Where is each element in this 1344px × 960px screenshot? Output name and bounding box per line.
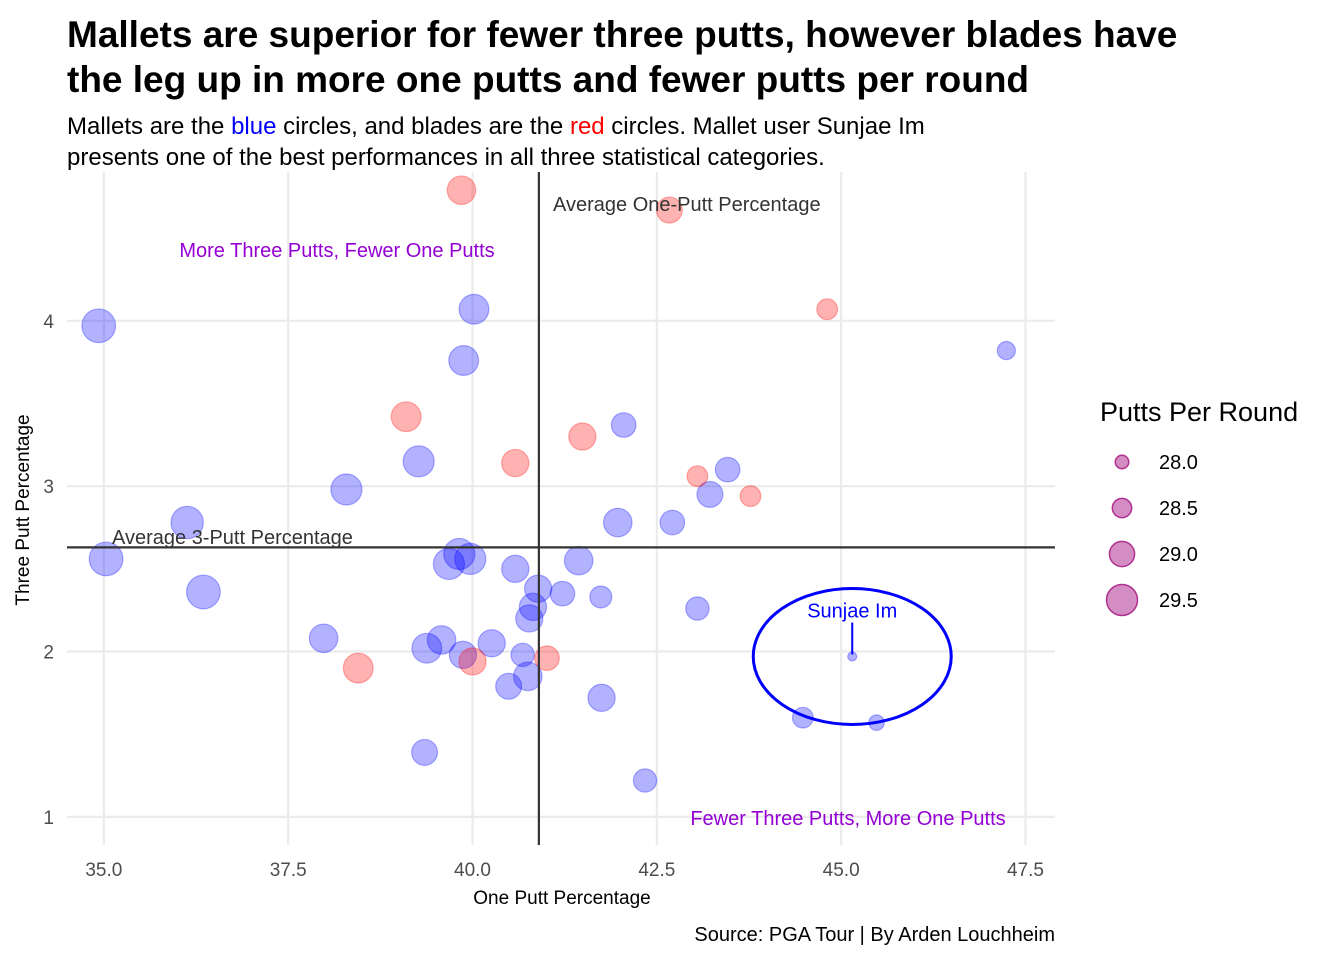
grid-lines bbox=[67, 172, 1055, 845]
x-tick-label-5: 47.5 bbox=[1007, 860, 1044, 881]
mallet-point-17 bbox=[495, 672, 523, 700]
mallet-point-14 bbox=[454, 542, 487, 576]
legend-title: Putts Per Round bbox=[1100, 397, 1298, 427]
quadrant-label-bottom-right: Fewer Three Putts, More One Putts bbox=[690, 808, 1005, 830]
legend-label-1: 28.5 bbox=[1159, 498, 1198, 520]
mallet-point-28 bbox=[602, 507, 633, 538]
legend-label-2: 29.0 bbox=[1159, 544, 1198, 566]
mallet-point-34 bbox=[714, 456, 741, 483]
subtitle-red-word: red bbox=[570, 113, 605, 140]
mallet-point-31 bbox=[659, 509, 686, 536]
mallet-point-27 bbox=[587, 683, 616, 713]
mallet-point-30 bbox=[632, 768, 658, 793]
chart-title-line-1: Mallets are superior for fewer three put… bbox=[67, 14, 1177, 55]
mallet-point-3 bbox=[185, 574, 221, 610]
legend-swatch-2 bbox=[1108, 540, 1136, 568]
mallet-point-5 bbox=[330, 473, 363, 506]
axis-ticks: 35.0 37.5 40.0 42.5 45.0 47.5 1 2 3 4 bbox=[43, 312, 1044, 881]
legend-entries: 28.0 28.5 29.0 29.5 bbox=[1105, 452, 1198, 617]
mallet-point-16 bbox=[477, 629, 506, 658]
reference-lines bbox=[67, 172, 1055, 845]
x-tick-label-4: 45.0 bbox=[823, 860, 860, 881]
x-tick-label-1: 37.5 bbox=[270, 860, 307, 881]
avg-three-putt-label: Average 3-Putt Percentage bbox=[112, 527, 353, 549]
blade-point-8 bbox=[686, 465, 709, 488]
mallet-point-11 bbox=[443, 537, 476, 571]
mallet-point-9 bbox=[426, 625, 457, 655]
subtitle-blue-word: blue bbox=[231, 113, 276, 140]
blade-point-3 bbox=[458, 647, 487, 676]
mallet-point-13 bbox=[448, 345, 480, 377]
mallet-point-0 bbox=[81, 308, 117, 344]
blade-point-4 bbox=[501, 448, 530, 478]
mallet-point-19 bbox=[510, 642, 535, 668]
x-tick-label-2: 40.0 bbox=[454, 860, 491, 881]
quadrant-label-top-left: More Three Putts, Fewer One Putts bbox=[179, 240, 494, 262]
highlight-ellipse bbox=[751, 586, 953, 726]
mallet-point-15 bbox=[458, 293, 490, 325]
mallet-point-26 bbox=[589, 585, 613, 609]
mallet-point-2 bbox=[170, 505, 204, 540]
blade-point-9 bbox=[739, 485, 762, 508]
mallet-point-8 bbox=[411, 632, 443, 664]
x-tick-label-3: 42.5 bbox=[638, 860, 675, 881]
chart-caption: Source: PGA Tour | By Arden Louchheim bbox=[694, 924, 1055, 946]
legend-label-3: 29.5 bbox=[1159, 590, 1198, 612]
subtitle-text-mid: circles, and blades are the bbox=[276, 113, 570, 140]
blade-point-5 bbox=[534, 645, 560, 672]
y-tick-label-3: 4 bbox=[43, 312, 54, 333]
blade-point-0 bbox=[342, 652, 374, 684]
mallet-point-33 bbox=[696, 480, 724, 508]
mallet-point-12 bbox=[448, 640, 478, 670]
legend-label-0: 28.0 bbox=[1159, 452, 1198, 474]
y-axis-title: Three Putt Percentage bbox=[13, 414, 34, 605]
y-tick-label-1: 2 bbox=[43, 643, 54, 664]
y-tick-label-2: 3 bbox=[43, 477, 54, 498]
highlight-label: Sunjae Im bbox=[807, 600, 897, 622]
blade-point-7 bbox=[655, 196, 683, 224]
mallet-point-1 bbox=[88, 541, 124, 577]
mallet-point-29 bbox=[610, 412, 637, 438]
chart-subtitle-line-2: presents one of the best performances in… bbox=[67, 144, 825, 171]
mallet-point-7 bbox=[411, 738, 439, 766]
mallet-point-21 bbox=[515, 604, 544, 633]
size-legend: Putts Per Round 28.0 28.5 29.0 29.5 bbox=[1100, 397, 1298, 617]
data-points bbox=[81, 175, 1016, 793]
mallet-point-6 bbox=[402, 445, 435, 478]
blade-point-10 bbox=[816, 298, 839, 321]
mallet-point-20 bbox=[512, 661, 543, 692]
y-tick-label-0: 1 bbox=[43, 808, 54, 829]
mallet-point-25 bbox=[563, 545, 594, 576]
legend-swatch-1 bbox=[1111, 497, 1133, 519]
x-tick-label-0: 35.0 bbox=[85, 860, 122, 881]
avg-one-putt-label: Average One-Putt Percentage bbox=[553, 194, 821, 216]
mallet-point-32 bbox=[685, 596, 710, 621]
highlight-annotation: Sunjae Im bbox=[751, 586, 953, 726]
chart-title-line-2: the leg up in more one putts and fewer p… bbox=[67, 59, 1029, 100]
x-axis-title: One Putt Percentage bbox=[473, 888, 650, 909]
blade-point-6 bbox=[568, 422, 597, 451]
mallet-point-38 bbox=[996, 340, 1016, 361]
subtitle-text-pre: Mallets are the bbox=[67, 113, 231, 140]
chart-subtitle-line-1: Mallets are the blue circles, and blades… bbox=[67, 113, 925, 140]
mallet-point-18 bbox=[501, 554, 530, 584]
legend-swatch-0 bbox=[1114, 454, 1130, 470]
mallet-point-4 bbox=[308, 623, 339, 654]
subtitle-text-post: circles. Mallet user Sunjae Im bbox=[605, 113, 925, 140]
legend-swatch-3 bbox=[1105, 583, 1139, 617]
blade-point-1 bbox=[390, 401, 422, 433]
mallet-point-24 bbox=[549, 580, 576, 607]
blade-point-2 bbox=[446, 175, 477, 206]
